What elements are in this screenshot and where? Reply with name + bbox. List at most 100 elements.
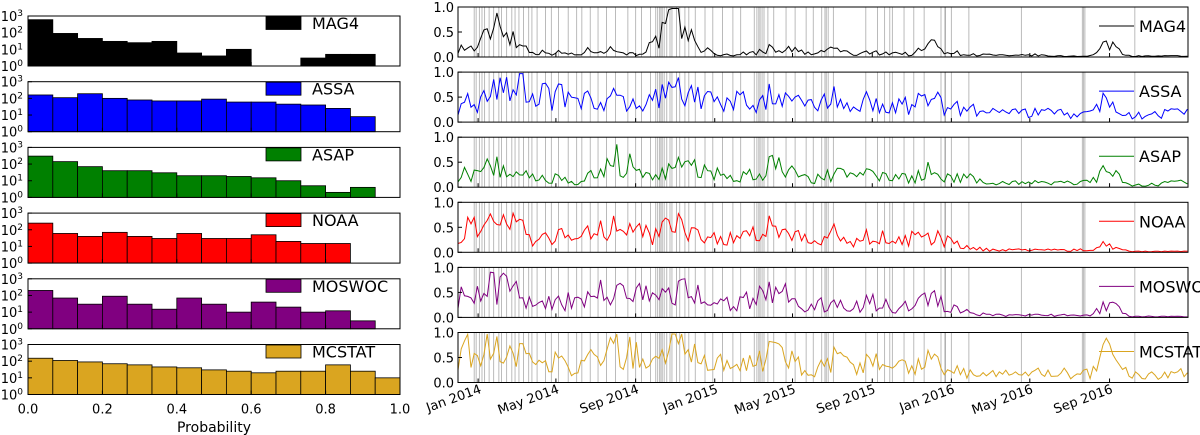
x-tick-label: Sep 2015 [815, 382, 878, 417]
histogram-bar [151, 40, 178, 67]
y-tick-label: 0.5 [433, 91, 454, 106]
x-tick-label: 0.8 [315, 403, 336, 418]
y-tick-label: 103 [1, 272, 23, 288]
histogram-bar [176, 233, 203, 264]
histogram-bar [201, 238, 227, 264]
histogram-bar [201, 55, 227, 67]
timeseries-axes-frame [457, 266, 1189, 318]
histogram-bar [350, 186, 376, 198]
histogram-bar [102, 295, 128, 330]
timeseries-panel-mcstat: 0.0 0.5 1.0 MCSTAT [433, 327, 1200, 392]
legend-swatch [265, 213, 302, 228]
y-tick-label: 0.0 [433, 116, 454, 131]
histogram-bar [126, 42, 153, 67]
histogram-bar [201, 369, 227, 395]
histogram-bar [102, 40, 128, 67]
histogram-axes-frame [27, 344, 401, 395]
histogram-bar [102, 97, 128, 133]
legend-swatch [265, 147, 302, 162]
histogram-bar [176, 297, 203, 330]
histogram-bar [201, 303, 227, 330]
histogram-bar [27, 290, 54, 330]
histogram-bar [126, 364, 153, 395]
x-tick-label: 0.2 [92, 403, 113, 418]
legend-label: MAG4 [312, 14, 359, 33]
legend-swatch [265, 278, 302, 293]
histogram-bar [325, 191, 351, 198]
legend-label: MCSTAT [312, 343, 375, 362]
histogram-bar [102, 363, 128, 395]
histogram-bar [275, 241, 302, 264]
histogram-bar [250, 177, 277, 198]
histogram-axes-frame [27, 146, 401, 198]
series-line [457, 332, 1188, 381]
histogram-bar [350, 116, 376, 133]
histogram-bar [77, 93, 103, 133]
y-tick-label: 102 [1, 157, 23, 173]
series-line [457, 271, 1188, 318]
histogram-bar [201, 175, 227, 198]
histogram-bar [350, 370, 376, 395]
y-tick-label: 1.0 [433, 66, 454, 81]
legend-label: MCSTAT [1139, 343, 1200, 362]
histogram-bar [350, 53, 376, 67]
y-tick-label: 0.5 [433, 352, 454, 367]
y-tick-label: 100 [1, 256, 24, 272]
histogram-bar [77, 361, 103, 395]
y-tick-label: 102 [1, 223, 23, 239]
legend-label: ASSA [312, 80, 355, 99]
y-tick-label: 102 [1, 26, 23, 42]
y-tick-label: 0.0 [433, 246, 454, 261]
histogram-bar [77, 166, 103, 198]
histogram-bar [275, 370, 302, 395]
histogram-bar [374, 377, 401, 395]
histogram-bar [151, 238, 178, 264]
histogram-bar [151, 308, 178, 330]
histogram-bar [176, 175, 203, 198]
histogram-bar [325, 310, 351, 330]
y-tick-label: 0.0 [433, 181, 454, 196]
y-tick-label: 103 [1, 206, 23, 222]
x-tick-label: Jan 2015 [660, 382, 720, 416]
timeseries-panel-noaa: 0.0 0.5 1.0 NOAA [433, 196, 1189, 261]
histogram-axes-frame [27, 81, 401, 133]
y-tick-label: 1.0 [433, 327, 454, 342]
histogram-axes-frame [27, 212, 401, 264]
histogram-bar [52, 233, 79, 264]
legend-label: NOAA [1139, 212, 1186, 231]
histogram-bar [77, 303, 103, 330]
legend-label: ASAP [312, 145, 354, 164]
histogram-bar [225, 48, 252, 67]
timeseries-axes-frame [457, 201, 1189, 253]
histogram-bar [250, 234, 277, 264]
legend-label: MOSWOC [312, 277, 388, 296]
y-tick-label: 0.0 [433, 311, 454, 326]
histogram-bar [225, 101, 252, 133]
legend-label: NOAA [312, 211, 359, 230]
y-tick-label: 102 [1, 91, 23, 107]
histogram-bar [225, 238, 252, 264]
histogram-bar [325, 53, 351, 67]
y-tick-label: 101 [1, 42, 23, 58]
histogram-bar [27, 222, 54, 264]
histogram-bar [126, 235, 153, 264]
y-tick-label: 100 [1, 125, 24, 141]
x-tick-label: 0.0 [18, 403, 39, 418]
histogram-bar [300, 370, 326, 395]
histogram-bar [250, 101, 277, 133]
x-tick-label: Jan 2016 [897, 382, 957, 416]
y-tick-label: 0.5 [433, 286, 454, 301]
y-tick-label: 100 [1, 388, 24, 404]
histogram-bar [300, 185, 326, 198]
histogram-bar [250, 372, 277, 395]
histogram-bar [27, 94, 54, 133]
histogram-bar [77, 235, 103, 264]
histogram-bar [325, 364, 351, 395]
histogram-bar [300, 311, 326, 330]
y-tick-label: 101 [1, 239, 23, 255]
timeseries-panel-asap: 0.0 0.5 1.0 ASAP [433, 131, 1189, 196]
histogram-bar [52, 360, 79, 395]
